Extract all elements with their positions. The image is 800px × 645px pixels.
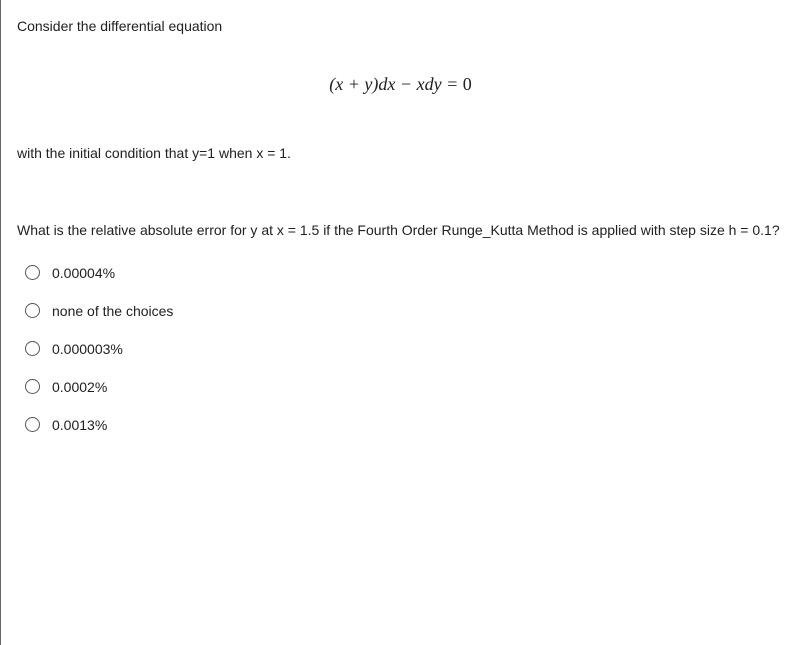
- question-container: Consider the differential equation (x + …: [0, 0, 800, 645]
- radio-icon: [25, 265, 40, 280]
- radio-icon: [25, 379, 40, 394]
- condition-text: with the initial condition that y=1 when…: [17, 145, 784, 161]
- choice-label: 0.0013%: [52, 417, 107, 433]
- choice-label: none of the choices: [52, 303, 173, 319]
- radio-icon: [25, 417, 40, 432]
- choice-option[interactable]: none of the choices: [25, 303, 784, 319]
- question-text: What is the relative absolute error for …: [17, 221, 784, 241]
- choice-option[interactable]: 0.0013%: [25, 417, 784, 433]
- choice-label: 0.000003%: [52, 341, 123, 357]
- choice-option[interactable]: 0.000003%: [25, 341, 784, 357]
- radio-icon: [25, 303, 40, 318]
- choice-label: 0.00004%: [52, 265, 115, 281]
- choice-label: 0.0002%: [52, 379, 107, 395]
- equation-block: (x + y)dx − xdy = 0: [17, 74, 784, 95]
- choice-option[interactable]: 0.00004%: [25, 265, 784, 281]
- choice-option[interactable]: 0.0002%: [25, 379, 784, 395]
- radio-icon: [25, 341, 40, 356]
- choices-group: 0.00004% none of the choices 0.000003% 0…: [17, 265, 784, 433]
- prompt-text: Consider the differential equation: [17, 18, 784, 34]
